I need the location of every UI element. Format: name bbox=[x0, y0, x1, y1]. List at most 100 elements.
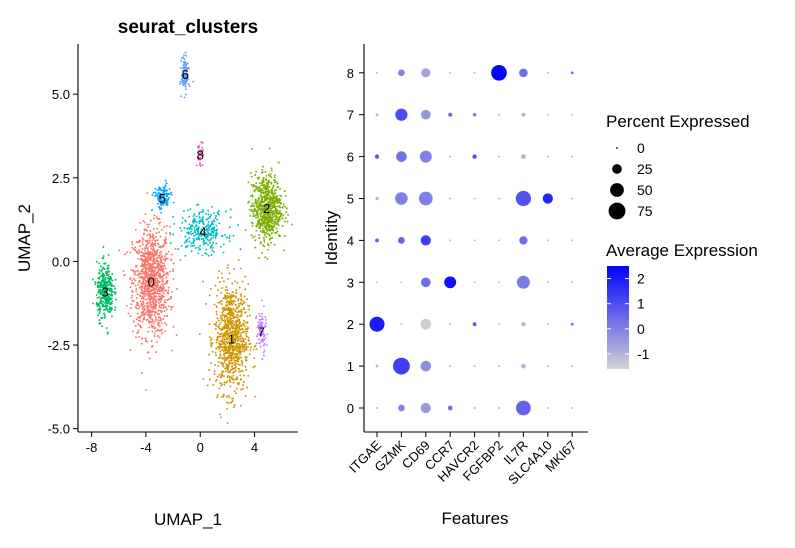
umap-point bbox=[183, 72, 186, 75]
umap-point bbox=[230, 359, 233, 362]
umap-point bbox=[264, 196, 267, 199]
umap-point bbox=[167, 305, 170, 308]
umap-point bbox=[101, 305, 104, 308]
dot-6-HAVCR2 bbox=[472, 154, 477, 159]
umap-point bbox=[162, 306, 165, 309]
umap-point bbox=[239, 302, 242, 305]
umap-point bbox=[172, 325, 175, 328]
umap-point bbox=[118, 249, 121, 252]
umap-point bbox=[246, 330, 249, 333]
umap-point bbox=[146, 248, 149, 251]
umap-point bbox=[158, 325, 161, 328]
umap-point bbox=[225, 338, 228, 341]
umap-point bbox=[229, 345, 232, 348]
umap-point bbox=[99, 298, 102, 301]
umap-point bbox=[215, 305, 218, 308]
umap-point bbox=[207, 223, 210, 226]
umap-point bbox=[148, 301, 151, 304]
umap-point bbox=[261, 197, 264, 200]
umap-point bbox=[221, 370, 224, 373]
umap-point bbox=[92, 302, 95, 305]
umap-point bbox=[258, 182, 261, 185]
umap-point bbox=[154, 191, 157, 194]
umap-point bbox=[162, 271, 165, 274]
umap-point bbox=[227, 363, 230, 366]
umap-point bbox=[163, 300, 166, 303]
umap-point bbox=[140, 254, 142, 257]
umap-point bbox=[271, 210, 274, 213]
umap-point bbox=[139, 275, 142, 278]
umap-point bbox=[218, 348, 221, 351]
umap-point bbox=[174, 248, 177, 250]
umap-point bbox=[107, 253, 110, 256]
umap-point bbox=[238, 367, 240, 370]
umap-point bbox=[136, 293, 139, 295]
umap-point bbox=[156, 242, 159, 245]
umap-point bbox=[95, 293, 98, 296]
umap-point bbox=[149, 294, 152, 297]
umap-point bbox=[223, 324, 226, 327]
umap-point bbox=[161, 255, 163, 258]
color-legend-bar bbox=[607, 266, 629, 369]
umap-point bbox=[213, 370, 216, 373]
umap-point bbox=[160, 310, 163, 313]
umap-point bbox=[266, 194, 269, 197]
umap-cluster-label-5: 5 bbox=[159, 191, 166, 206]
dot-8-HAVCR2 bbox=[473, 71, 476, 74]
umap-point bbox=[234, 326, 237, 328]
umap-point bbox=[148, 287, 150, 290]
umap-point bbox=[135, 288, 138, 291]
umap-y-ticks: -5.0-2.50.02.55.0 bbox=[48, 87, 78, 437]
umap-point bbox=[213, 226, 216, 229]
umap-point bbox=[220, 300, 223, 303]
umap-point bbox=[145, 318, 148, 321]
umap-point bbox=[243, 301, 246, 304]
umap-point bbox=[146, 351, 149, 354]
umap-point bbox=[106, 309, 109, 312]
umap-point bbox=[202, 153, 205, 156]
umap-point bbox=[107, 273, 110, 276]
umap-point bbox=[228, 355, 231, 358]
umap-point bbox=[261, 229, 264, 232]
dot-4-MKI67 bbox=[571, 239, 574, 242]
dot-0-GZMK bbox=[398, 404, 405, 412]
umap-point bbox=[132, 269, 135, 272]
umap-point bbox=[143, 278, 146, 281]
umap-point bbox=[206, 235, 209, 238]
umap-point bbox=[149, 230, 152, 232]
umap-point bbox=[148, 292, 151, 295]
umap-point bbox=[146, 241, 149, 244]
umap-point bbox=[152, 296, 155, 299]
umap-point bbox=[265, 192, 267, 195]
umap-point bbox=[160, 211, 163, 214]
umap-point bbox=[163, 289, 166, 292]
umap-point bbox=[99, 286, 102, 289]
umap-point bbox=[254, 185, 257, 188]
umap-point bbox=[155, 295, 157, 298]
umap-point bbox=[158, 336, 161, 339]
umap-point bbox=[144, 340, 147, 343]
umap-cluster-4-points bbox=[169, 203, 242, 257]
umap-point bbox=[138, 286, 141, 289]
umap-point bbox=[263, 245, 266, 248]
umap-point bbox=[185, 54, 188, 57]
umap-point bbox=[220, 343, 223, 346]
umap-point bbox=[271, 228, 273, 231]
umap-point bbox=[216, 317, 219, 320]
umap-point bbox=[191, 245, 194, 248]
umap-point bbox=[163, 262, 166, 265]
umap-point bbox=[236, 336, 239, 339]
umap-point bbox=[155, 318, 158, 321]
umap-point bbox=[101, 288, 104, 291]
umap-point bbox=[201, 218, 204, 221]
umap-point bbox=[228, 301, 231, 304]
umap-point bbox=[271, 191, 274, 194]
umap-point bbox=[109, 275, 112, 278]
umap-point bbox=[225, 295, 228, 298]
umap-point bbox=[256, 222, 259, 225]
umap-point bbox=[138, 305, 141, 308]
umap-point bbox=[229, 385, 232, 388]
umap-point bbox=[254, 395, 257, 398]
umap-point bbox=[202, 216, 205, 219]
